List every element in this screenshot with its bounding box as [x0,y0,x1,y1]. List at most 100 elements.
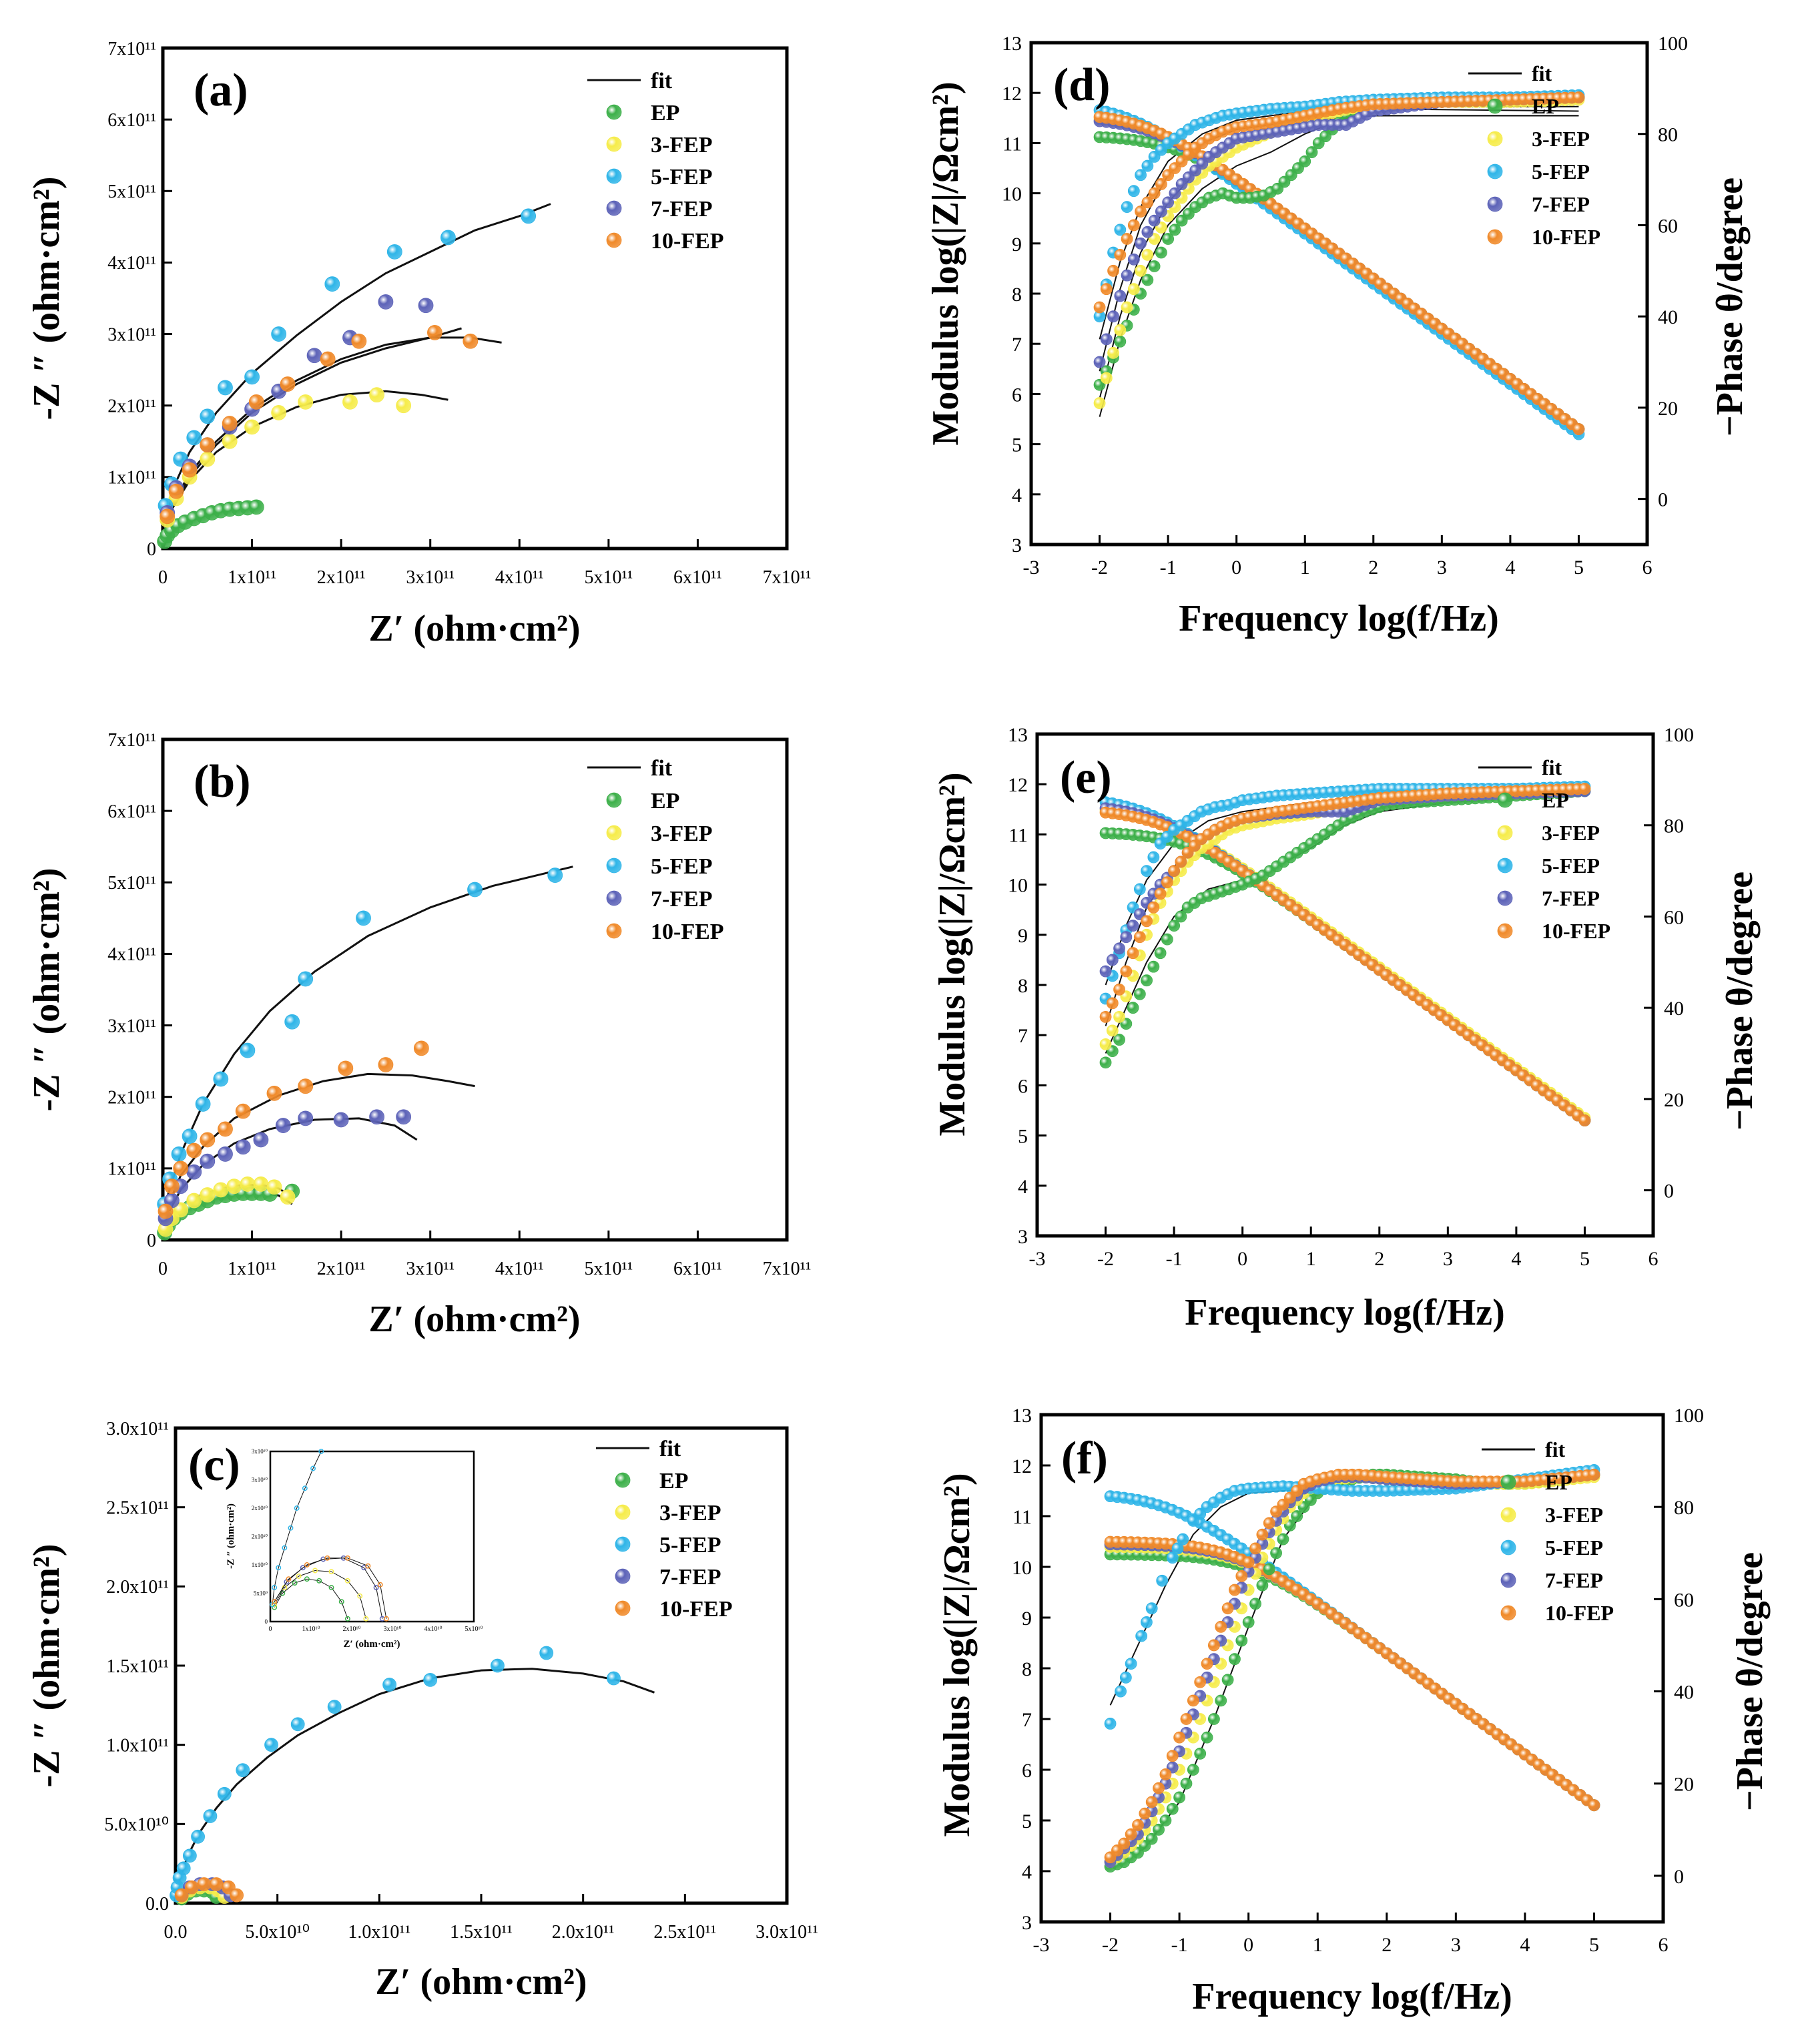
data-point-7-fep [396,1109,412,1125]
data-point-10-fep [1099,1010,1112,1023]
y-tick-label: 4 [1022,1861,1032,1883]
data-point-10-fep [160,508,176,525]
x-tick-label: -2 [1091,557,1108,579]
data-point-3-fep [369,387,384,403]
inset-data-points [270,1449,389,1622]
data-point-3-fep [1127,283,1140,296]
data-point-7-fep [1120,931,1133,944]
data-point-5-fep [200,408,216,424]
data-point-10-fep [1168,865,1181,877]
y-tick-label: 11 [1008,824,1028,846]
data-point-10-fep [1572,91,1585,103]
legend-marker-5-fep [1487,163,1503,180]
data-point-10-fep [1093,301,1106,314]
legend-label-5-fep: 5-FEP [651,165,713,190]
x-tick-label: 7x10¹¹ [763,567,812,588]
inset-y-tick-label: 5x10⁹ [254,1590,268,1597]
legend-marker-3-fep [615,1504,631,1520]
x-tick-label: -1 [1166,1248,1183,1270]
data-point-10-fep [1141,196,1154,209]
y-tick-label: 7 [1018,1025,1028,1047]
inset-point-5-fep [302,1485,308,1491]
data-point-10-fep [1194,1676,1207,1688]
x-tick-label: 3x10¹¹ [406,567,455,588]
y2-tick-label: 100 [1658,33,1688,55]
legend-label-fit: fit [1532,61,1552,85]
data-point-5-fep [1147,851,1160,864]
legend-marker-3-fep [606,136,622,152]
data-point-7-fep [306,348,322,364]
data-point-7-fep [218,1146,233,1162]
data-point-10-fep [1578,1114,1591,1126]
data-point-ep [1277,1533,1289,1546]
y2-tick-label: 20 [1658,398,1678,420]
legend-marker-7-fep [1500,1572,1516,1588]
inset-y-tick-label: 3x10¹⁰ [252,1477,268,1483]
data-point-10-fep [174,1888,189,1903]
x-tick-label: 3 [1443,1248,1453,1270]
data-point-ep [1221,1674,1234,1686]
inset-point-3-fep [296,1574,302,1579]
panel-c-nyquist: 0.0 5.0x10¹⁰ 1.0x10¹¹ 1.5x10¹¹ 2.0x10¹¹ 2.5x1… [26,1419,818,2003]
x-tick-label: -3 [1033,1934,1050,1956]
data-point-3-fep [298,394,314,410]
legend-label-5-fep: 5-FEP [1532,159,1590,184]
data-point-10-fep [1113,983,1125,996]
x-tick-label: 2 [1368,557,1378,579]
x-tick-label: -1 [1171,1934,1188,1956]
y-tick-label: 0 [147,539,156,560]
inset-point-3-fep [312,1568,318,1574]
legend: fit EP 3-FEP 5-FEP 7-FEP 10-FEP [1482,1437,1614,1625]
data-point-5-fep [1156,1574,1169,1587]
x-tick-label: 4x10¹¹ [495,567,544,588]
legend-marker-10-fep [606,923,622,939]
y-tick-label: 5.0x10¹⁰ [104,1814,169,1835]
y-tick-label: 7 [1012,334,1022,356]
legend-marker-7-fep [1487,196,1503,212]
data-point-7-fep [1155,206,1167,218]
data-point-5-fep [217,1786,232,1801]
data-point-10-fep [164,1178,180,1195]
legend-label-3-fep: 3-FEP [659,1501,721,1525]
data-point-5-fep [1127,185,1140,198]
data-point-10-fep [1147,901,1160,914]
data-point-10-fep [1256,1528,1269,1541]
x-tick-label: 3 [1437,557,1447,579]
inset-point-3-fep [357,1593,363,1599]
y2-tick-label: 40 [1674,1682,1694,1704]
data-point-10-fep [1201,1658,1213,1670]
y-tick-label: 7x10¹¹ [107,39,156,59]
data-point-5-fep [290,1717,305,1732]
legend: fit EP 3-FEP 5-FEP 7-FEP 10-FEP [587,69,724,254]
data-point-10-fep [1572,423,1585,435]
y-tick-label: 2.5x10¹¹ [106,1497,169,1518]
data-point-10-fep [1127,219,1140,232]
y-axis-title: -Z ″ (ohm·cm²) [26,177,67,420]
inset-y-tick-label: 2x10¹⁰ [252,1505,268,1511]
data-point-3-fep [1107,346,1119,359]
y-tick-label: 3x10¹¹ [107,1016,156,1036]
inset-y-axis-title: -Z ″ (ohm·cm²) [226,1503,236,1569]
data-point-10-fep [1221,1602,1234,1615]
panel-b-nyquist: 0 1x10¹¹ 2x10¹¹ 3x10¹¹ 4x10¹¹ 5x10¹¹ 6x10¹¹ 7x1… [26,730,811,1340]
y-tick-label: 6x10¹¹ [107,801,156,822]
x-tick-label: 5x10¹¹ [584,1259,633,1279]
data-point-5-fep [1171,1542,1184,1555]
y-axis-title: Modulus log(|Z|/Ωcm²) [925,81,966,445]
x-tick-label: 1.0x10¹¹ [348,1922,410,1943]
data-point-10-fep [280,376,296,392]
legend: fit EP 3-FEP 5-FEP 7-FEP 10-FEP [1468,61,1600,249]
data-point-5-fep [467,882,483,898]
data-point-3-fep [253,1176,269,1192]
x-tick-label: -1 [1160,557,1177,579]
data-point-ep [1180,1777,1193,1790]
inset-fit-ep [274,1578,348,1619]
y-tick-label: 13 [1002,33,1022,55]
data-point-5-fep [1121,201,1133,214]
x-tick-label: 0 [158,1259,168,1279]
data-point-3-fep [1121,301,1133,314]
data-points [170,1646,621,1906]
data-point-5-fep [171,1146,187,1162]
data-point-5-fep [203,1809,218,1823]
data-point-10-fep [1588,1799,1600,1812]
